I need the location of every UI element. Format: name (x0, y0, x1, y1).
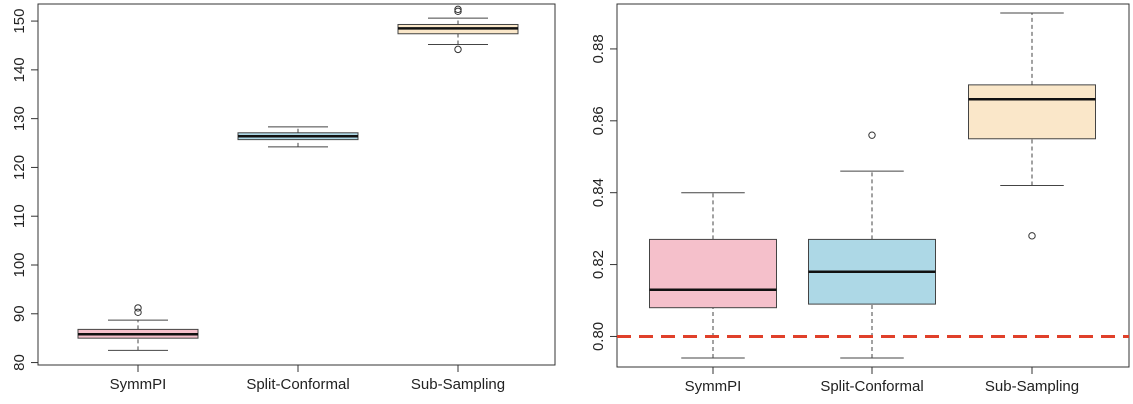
outlier-point (1028, 232, 1036, 240)
y-tick-label: 0.82 (590, 250, 607, 279)
y-tick-label: 120 (11, 155, 28, 180)
y-tick-label: 0.84 (590, 178, 607, 207)
y-tick-label: 150 (11, 9, 28, 34)
x-tick-label: Sub-Sampling (985, 378, 1079, 395)
outlier-point (454, 5, 462, 14)
box-sub-sampling (968, 84, 1096, 140)
x-tick-label: Sub-Sampling (411, 376, 505, 393)
outlier-point (868, 131, 876, 139)
y-tick-label: 0.88 (590, 34, 607, 63)
outlier-point (454, 45, 462, 54)
y-tick-label: 0.80 (590, 322, 607, 351)
outlier-point (134, 308, 142, 317)
box-symmpi (649, 238, 777, 309)
x-tick-label: Split-Conformal (246, 376, 349, 393)
y-tick-label: 140 (11, 57, 28, 82)
y-tick-label: 100 (11, 252, 28, 277)
y-tick-label: 80 (11, 354, 28, 371)
outlier-point (134, 304, 142, 312)
y-tick-label: 110 (11, 204, 28, 228)
plot-frame (616, 3, 1130, 368)
plot-frame (37, 3, 556, 366)
y-tick-label: 130 (11, 106, 28, 131)
x-tick-label: Split-Conformal (820, 378, 923, 395)
x-tick-label: SymmPI (110, 376, 167, 393)
left-boxplot-panel: 80 90 100 110 120 130 140 150 SymmPI Split-Confor… (11, 3, 556, 393)
outlier-point (454, 7, 462, 16)
right-boxplot-panel: 0.80 0.82 0.84 0.86 0.88 SymmPI Split-Conforma… (590, 3, 1130, 395)
y-tick-label: 0.86 (590, 106, 607, 135)
x-tick-label: SymmPI (685, 378, 742, 395)
y-tick-label: 90 (11, 305, 28, 322)
